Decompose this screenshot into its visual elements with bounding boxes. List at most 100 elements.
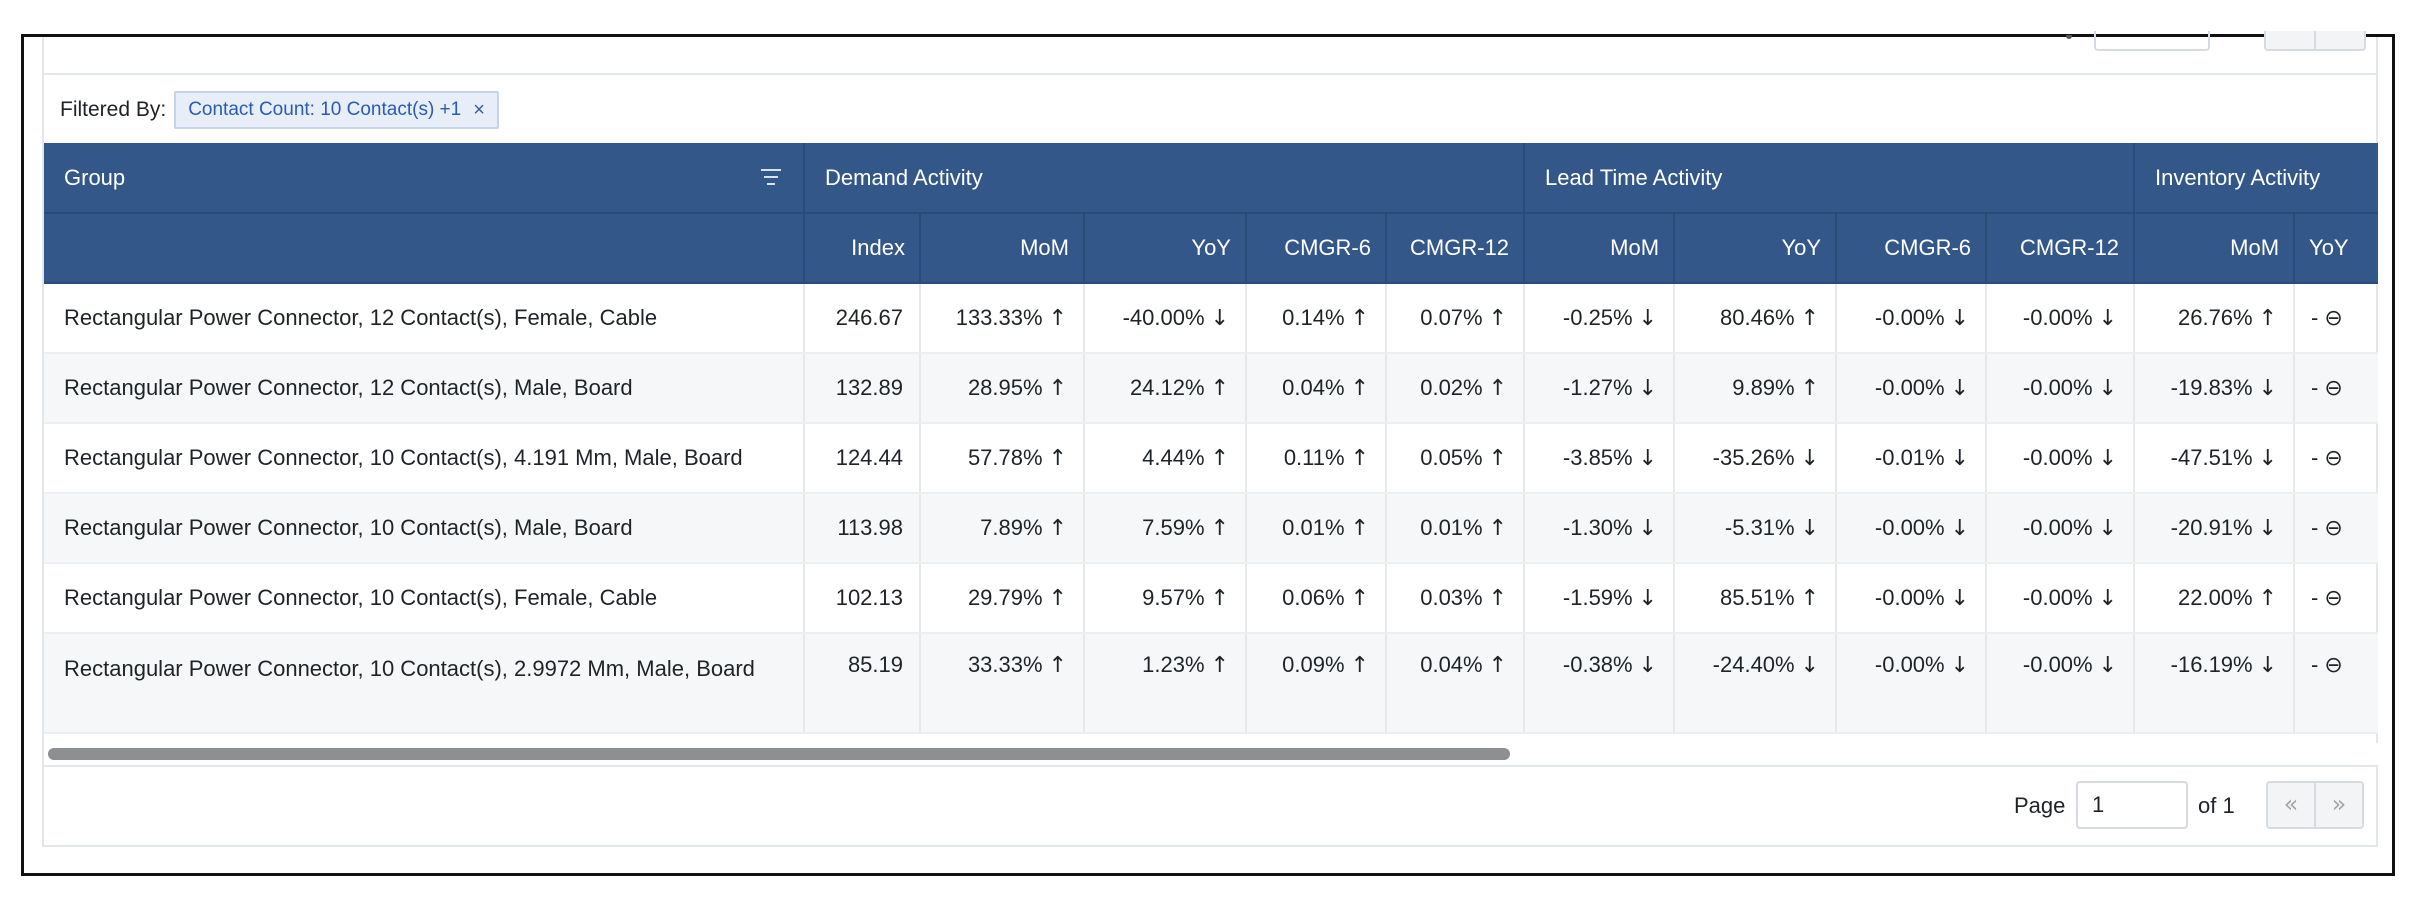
metric-value: 0.05% [1420, 445, 1483, 470]
no-change-icon: ⊖ [2324, 306, 2343, 331]
metric-cell: -0.00% ↓ [1836, 493, 1988, 564]
metric-value: -3.85% [1562, 445, 1633, 470]
column-header[interactable]: CMGR-6 [1836, 212, 1988, 284]
metric-cell: 0.14% ↑ [1246, 283, 1387, 354]
metric-cell: -0.25% ↓ [1524, 283, 1676, 354]
column-header[interactable]: YoY [2294, 212, 2378, 284]
top-pager-strip [44, 31, 2376, 75]
metric-value: 28.95% [967, 375, 1043, 400]
metric-value: -1.59% [1562, 585, 1633, 610]
column-header[interactable]: YoY [1084, 212, 1247, 284]
metric-value: -0.00% [1874, 515, 1945, 540]
next-page-button[interactable]: » [2314, 781, 2364, 829]
metric-cell: -1.27% ↓ [1524, 353, 1676, 424]
arrow-down-icon: ↓ [2098, 653, 2118, 678]
metric-value: -24.40% [1712, 652, 1795, 677]
table-row[interactable]: Rectangular Power Connector, 10 Contact(… [44, 563, 2378, 634]
top-page-input[interactable] [2094, 31, 2210, 51]
metric-value: 24.12% [1129, 375, 1205, 400]
metric-value: -5.31% [1724, 515, 1795, 540]
metric-value: 80.46% [1719, 305, 1795, 330]
metric-value: 4.44% [1142, 445, 1205, 470]
column-header[interactable]: CMGR-6 [1246, 212, 1387, 284]
column-header[interactable]: YoY [1674, 212, 1838, 284]
table-row[interactable]: Rectangular Power Connector, 12 Contact(… [44, 353, 2378, 424]
metric-cell: 7.59% ↑ [1084, 493, 1247, 564]
metric-cell: 246.67 [804, 283, 921, 354]
column-filter-icon[interactable] [761, 169, 781, 187]
scrollbar-thumb[interactable] [48, 748, 1510, 760]
metric-cell: 9.57% ↑ [1084, 563, 1247, 634]
arrow-down-icon: ↓ [2258, 376, 2278, 401]
column-header[interactable]: CMGR-12 [1386, 212, 1526, 284]
metric-value: -0.00% [1874, 305, 1945, 330]
arrow-down-icon: ↓ [2258, 653, 2278, 678]
metric-cell: -40.00% ↓ [1084, 283, 1247, 354]
metric-value: 85.19 [847, 652, 903, 677]
filter-chip[interactable]: Contact Count: 10 Contact(s) +1 × [174, 91, 499, 129]
metric-value: -0.38% [1562, 652, 1633, 677]
close-icon[interactable]: × [473, 99, 485, 121]
metric-cell: 57.78% ↑ [920, 423, 1085, 494]
header-metric-row: Index MoM YoY CMGR-6 CMGR-12 MoM YoY CMG… [44, 212, 2378, 284]
metric-cell: 22.00% ↑ [2134, 563, 2296, 634]
column-header[interactable]: MoM [2134, 212, 2296, 284]
arrow-down-icon: ↓ [2098, 586, 2118, 611]
metric-value: 1.23% [1142, 652, 1205, 677]
arrow-up-icon: ↑ [1048, 516, 1067, 541]
arrow-down-icon: ↓ [1638, 586, 1658, 611]
metric-cell: 26.76% ↑ [2134, 283, 2296, 354]
column-header[interactable]: MoM [1524, 212, 1676, 284]
metric-cell: 102.13 [804, 563, 921, 634]
metric-value: - [2311, 585, 2319, 610]
metric-cell: 0.07% ↑ [1386, 283, 1526, 354]
page-number-input[interactable] [2076, 781, 2188, 829]
metric-value: -0.00% [1874, 375, 1945, 400]
group-cell: Rectangular Power Connector, 10 Contact(… [44, 423, 805, 494]
column-header[interactable]: MoM [920, 212, 1085, 284]
report-frame: Filtered By: Contact Count: 10 Contact(s… [21, 31, 2395, 876]
group-column-header[interactable]: Group [44, 143, 805, 213]
table-viewport[interactable]: Group Demand Activity Lead Time Activity… [44, 143, 2378, 745]
metric-value: 0.06% [1282, 585, 1345, 610]
arrow-up-icon: ↑ [1350, 306, 1369, 331]
top-pager-label-fragment [2066, 35, 2072, 39]
metric-cell: -1.30% ↓ [1524, 493, 1676, 564]
metric-cell: -16.19% ↓ [2134, 633, 2296, 734]
previous-page-button[interactable]: « [2266, 781, 2316, 829]
arrow-up-icon: ↑ [1210, 653, 1229, 678]
metric-value: 57.78% [967, 445, 1043, 470]
metric-value: -47.51% [2170, 445, 2253, 470]
metric-value: -0.00% [1874, 585, 1945, 610]
metric-value: 0.09% [1282, 652, 1345, 677]
arrow-down-icon: ↓ [1638, 306, 1658, 331]
demand-activity-header: Demand Activity [804, 143, 1526, 213]
metric-value: -0.00% [2022, 585, 2093, 610]
arrow-down-icon: ↓ [1638, 446, 1658, 471]
lead-time-activity-header: Lead Time Activity [1524, 143, 2136, 213]
data-table-card: Filtered By: Contact Count: 10 Contact(s… [42, 31, 2378, 847]
metric-value: 33.33% [967, 652, 1043, 677]
metric-cell: -3.85% ↓ [1524, 423, 1676, 494]
metric-cell: 85.51% ↑ [1674, 563, 1838, 634]
metric-cell: -19.83% ↓ [2134, 353, 2296, 424]
top-page-nav-buttons[interactable] [2264, 31, 2366, 51]
arrow-down-icon: ↓ [2258, 516, 2278, 541]
column-header[interactable]: Index [804, 212, 921, 284]
metric-value: 246.67 [835, 305, 903, 330]
table-row[interactable]: Rectangular Power Connector, 10 Contact(… [44, 423, 2378, 494]
table-row[interactable]: Rectangular Power Connector, 10 Contact(… [44, 633, 2378, 734]
arrow-up-icon: ↑ [1048, 653, 1067, 678]
metric-value: - [2311, 445, 2319, 470]
metric-value: 22.00% [2177, 585, 2253, 610]
horizontal-scrollbar[interactable] [44, 743, 2378, 767]
column-header[interactable]: CMGR-12 [1986, 212, 2136, 284]
metric-cell: 85.19 [804, 633, 921, 734]
metric-cell: -0.00% ↓ [1836, 283, 1988, 354]
table-row[interactable]: Rectangular Power Connector, 10 Contact(… [44, 493, 2378, 564]
arrow-up-icon: ↑ [1350, 446, 1369, 471]
table-row[interactable]: Rectangular Power Connector, 12 Contact(… [44, 283, 2378, 354]
group-cell: Rectangular Power Connector, 10 Contact(… [44, 563, 805, 634]
arrow-down-icon: ↓ [2098, 306, 2118, 331]
arrow-up-icon: ↑ [1350, 516, 1369, 541]
